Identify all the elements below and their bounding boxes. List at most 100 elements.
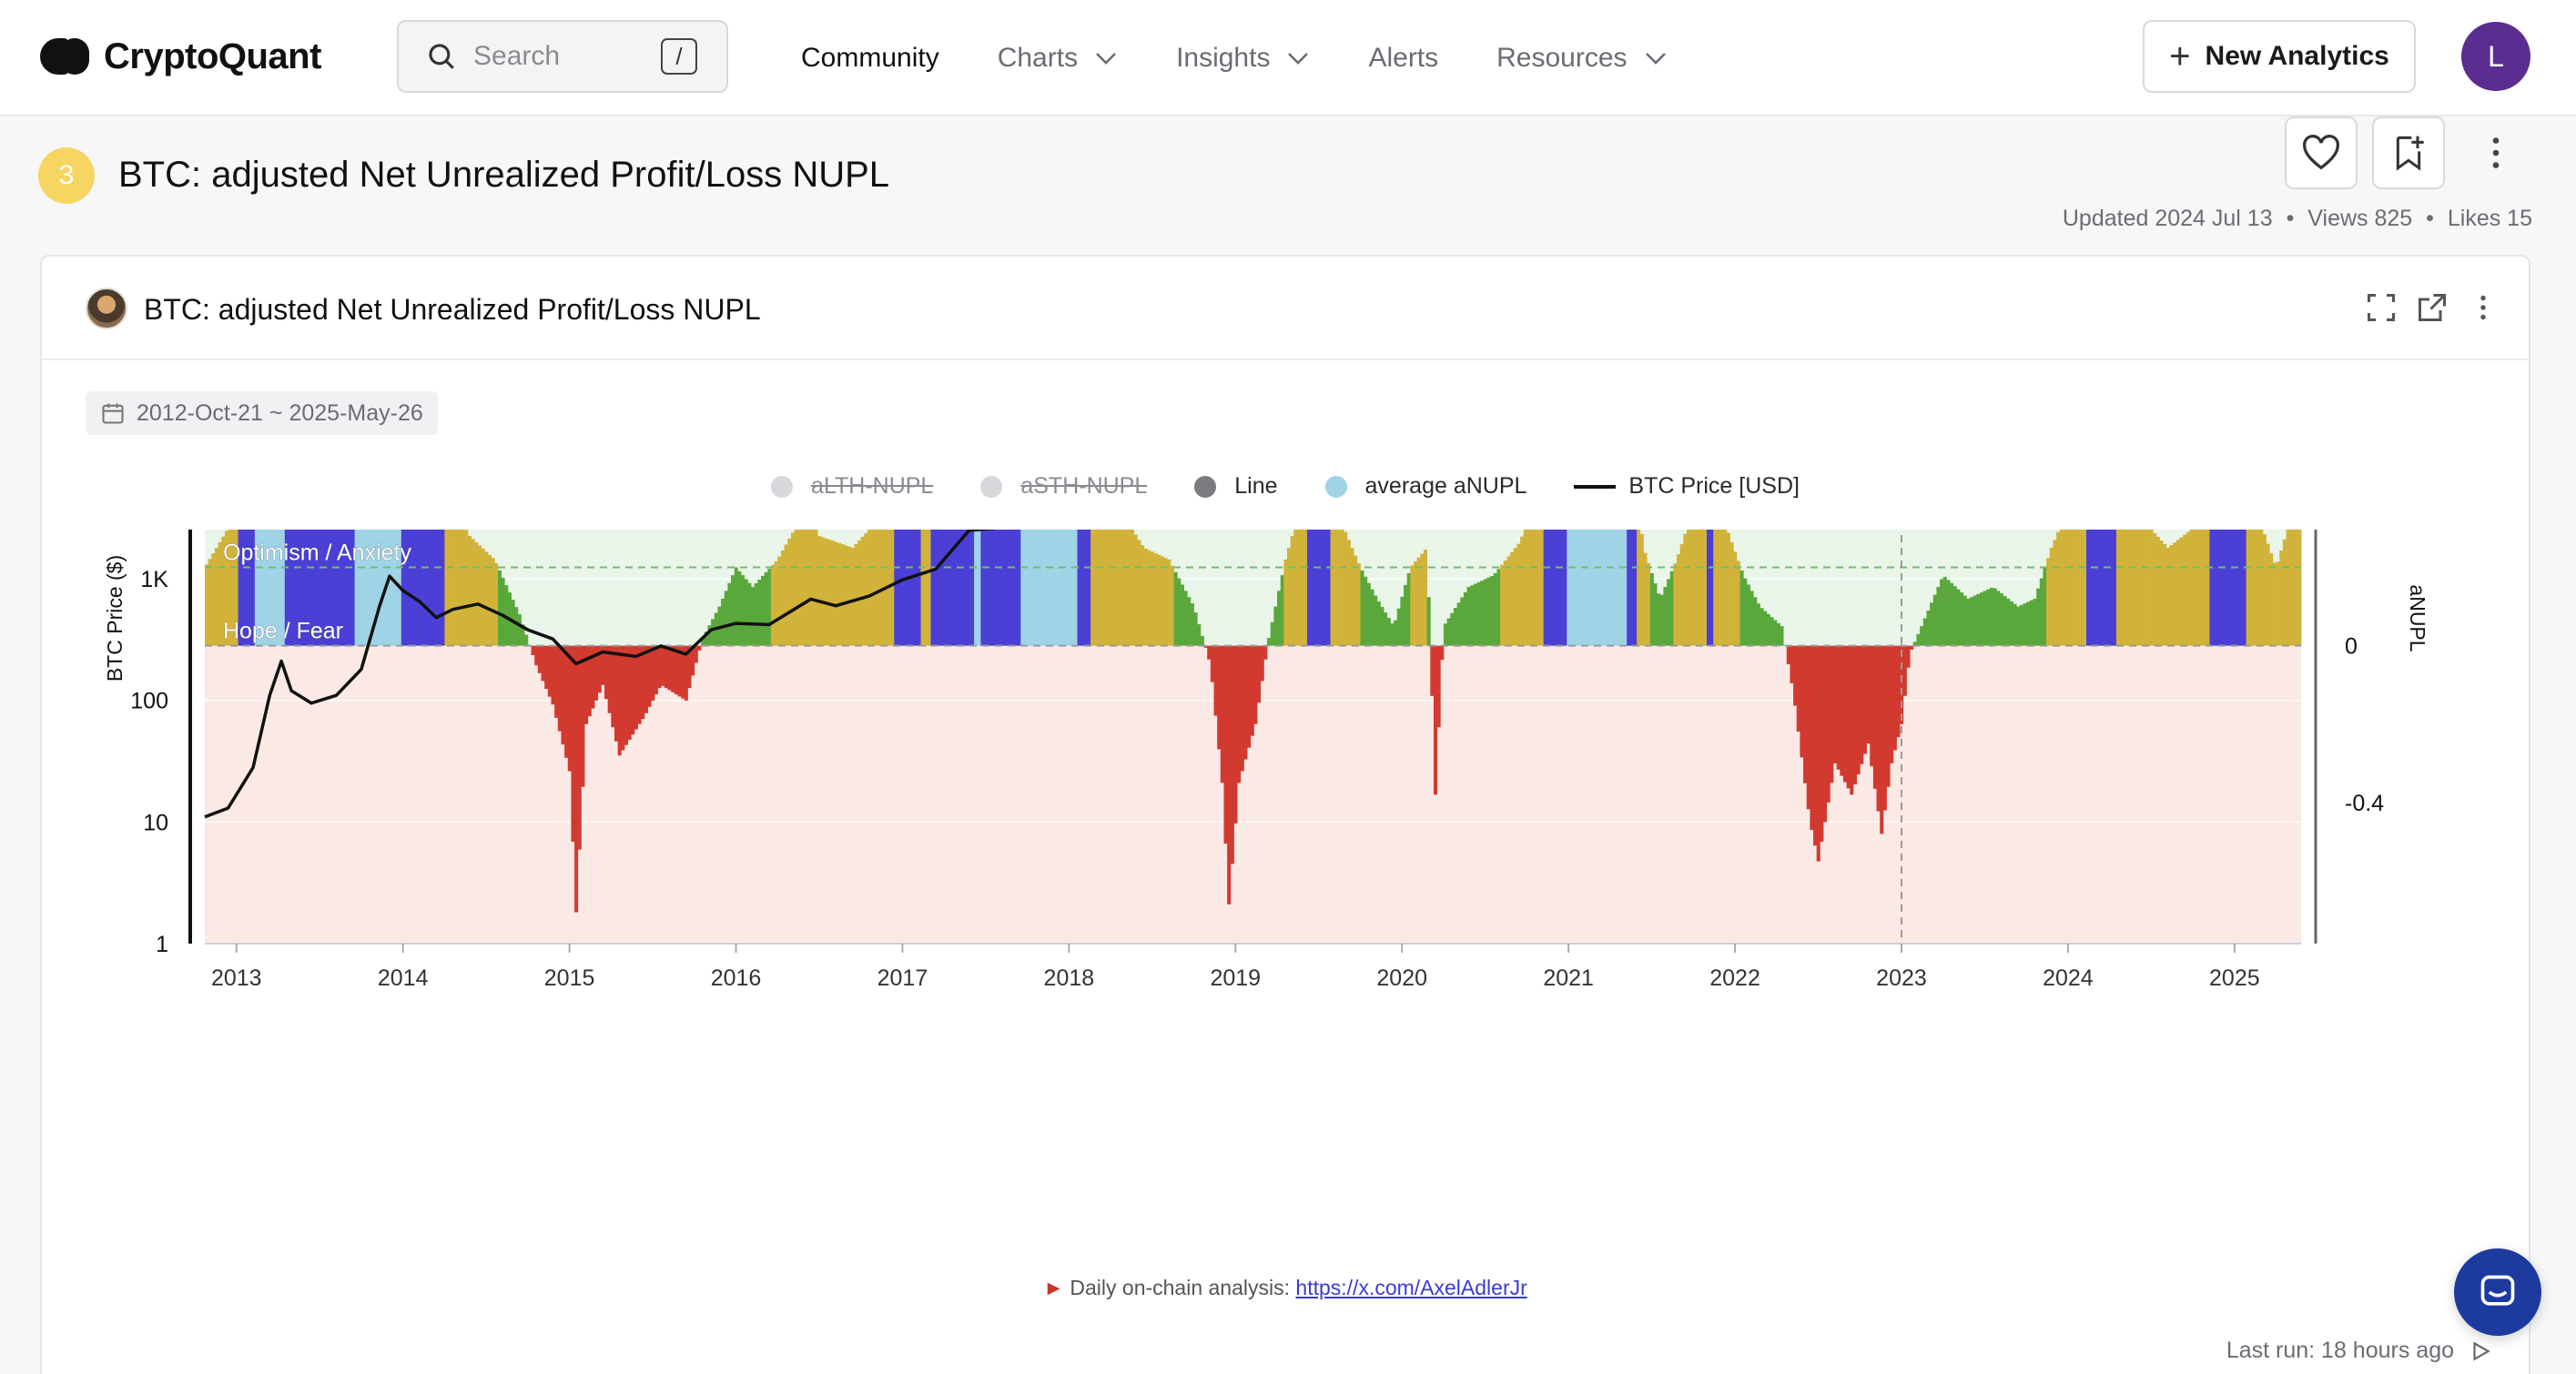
hope-area xyxy=(1404,584,1408,646)
euphoria-area xyxy=(1073,530,1078,646)
optimism-area xyxy=(1523,530,1527,646)
capitulation-area xyxy=(677,645,682,697)
hope-area xyxy=(2039,578,2044,646)
capitulation-area xyxy=(694,645,698,663)
hope-area xyxy=(721,598,725,646)
search-input[interactable]: Search / xyxy=(397,20,728,93)
hope-area xyxy=(1760,608,1764,646)
belief-area xyxy=(1557,530,1561,646)
hope-area xyxy=(1177,578,1182,646)
x-tick-label: 2022 xyxy=(1709,965,1760,991)
hope-area xyxy=(514,607,519,646)
optimism-area xyxy=(777,556,782,646)
optimism-area xyxy=(827,539,832,646)
optimism-area xyxy=(2173,542,2177,646)
capitulation-area xyxy=(1806,645,1810,810)
optimism-area xyxy=(2159,540,2164,646)
external-link-icon[interactable] xyxy=(2416,291,2449,324)
nav-community[interactable]: Community xyxy=(801,43,939,74)
optimism-area xyxy=(1420,553,1425,646)
optimism-area xyxy=(920,530,925,646)
capitulation-area xyxy=(637,645,642,724)
belief-area xyxy=(1547,530,1551,646)
euphoria-area xyxy=(1060,530,1065,646)
hope-area xyxy=(1940,579,1944,646)
hope-area xyxy=(1446,618,1451,646)
cryptoquant-logo[interactable]: CryptoQuant xyxy=(40,31,321,82)
more-options-button[interactable] xyxy=(2459,116,2532,189)
plus-icon: + xyxy=(2169,36,2191,76)
belief-area xyxy=(344,530,349,646)
optimism-area xyxy=(1639,533,1644,646)
legend-item[interactable]: Line xyxy=(1194,473,1278,500)
belief-area xyxy=(1313,530,1318,646)
y-left-tick-label: 100 xyxy=(130,689,168,714)
hope-area xyxy=(1376,601,1381,646)
euphoria-area xyxy=(1030,530,1035,646)
capitulation-area xyxy=(1882,645,1887,811)
capitulation-area xyxy=(621,645,625,751)
hope-area xyxy=(2019,604,2023,646)
capitulation-area xyxy=(591,645,595,709)
optimism-area xyxy=(468,536,472,646)
x-tick-label: 2016 xyxy=(711,965,762,991)
capitulation-area xyxy=(1260,645,1264,682)
euphoria-area xyxy=(1583,530,1587,646)
belief-area xyxy=(1706,530,1711,646)
optimism-area xyxy=(2115,530,2121,646)
legend-item[interactable]: average aNUPL xyxy=(1324,473,1526,500)
optimism-area xyxy=(1170,565,1175,646)
hope-area xyxy=(1450,612,1455,646)
date-range-picker[interactable]: 2012-Oct-21 ~ 2025-May-26 xyxy=(86,391,438,435)
optimism-area xyxy=(205,564,209,646)
belief-area xyxy=(350,530,356,646)
x-tick-label: 2019 xyxy=(1210,965,1261,991)
euphoria-area xyxy=(1037,530,1041,646)
capitulation-area xyxy=(624,645,629,745)
like-button[interactable] xyxy=(2285,116,2358,189)
belief-area xyxy=(1014,530,1019,646)
chat-support-button[interactable] xyxy=(2454,1248,2541,1336)
nav-resources[interactable]: Resources xyxy=(1496,43,1667,74)
legend-item[interactable]: BTC Price [USD] xyxy=(1574,473,1800,500)
nav-alerts[interactable]: Alerts xyxy=(1368,43,1438,74)
legend-item[interactable]: aLTH-NUPL xyxy=(771,473,933,500)
capitulation-area xyxy=(1876,645,1881,812)
capitulation-area xyxy=(581,645,585,787)
new-analytics-button[interactable]: + New Analytics xyxy=(2143,20,2416,93)
nav-insights[interactable]: Insights xyxy=(1176,43,1310,74)
bookmark-button[interactable] xyxy=(2372,116,2445,189)
play-icon[interactable] xyxy=(2469,1339,2492,1363)
hope-area xyxy=(1962,595,1967,646)
euphoria-area xyxy=(274,530,279,646)
optimism-area xyxy=(870,530,875,646)
optimism-area xyxy=(2206,530,2210,646)
source-link[interactable]: https://x.com/AxelAdlerJr xyxy=(1295,1276,1527,1299)
optimism-area xyxy=(1729,541,1734,646)
nav-charts[interactable]: Charts xyxy=(998,43,1118,74)
legend-item[interactable]: aSTH-NUPL xyxy=(980,473,1147,500)
capitulation-area xyxy=(1237,645,1242,783)
optimism-area xyxy=(1726,532,1730,646)
capitulation-area xyxy=(631,645,635,735)
fullscreen-icon[interactable] xyxy=(2365,291,2398,324)
capitulation-area xyxy=(1800,645,1804,758)
optimism-area xyxy=(2046,558,2051,646)
user-avatar[interactable]: L xyxy=(2461,22,2530,91)
optimism-area xyxy=(924,530,928,646)
optimism-area xyxy=(2169,545,2174,646)
belief-area xyxy=(284,530,289,646)
hope-area xyxy=(1986,589,1991,646)
euphoria-area xyxy=(1609,530,1614,646)
hope-area xyxy=(1384,612,1388,646)
zone-label: Optimism / Anxiety xyxy=(223,541,411,566)
more-vertical-icon[interactable] xyxy=(2467,291,2500,324)
chevron-down-icon xyxy=(1645,53,1666,65)
capitulation-area xyxy=(541,645,545,682)
capitulation-area xyxy=(1850,645,1854,795)
belief-area xyxy=(340,530,346,646)
euphoria-area xyxy=(1579,530,1585,646)
euphoria-area xyxy=(1597,530,1601,646)
author-avatar[interactable] xyxy=(86,288,127,329)
legend-swatch xyxy=(771,475,794,498)
